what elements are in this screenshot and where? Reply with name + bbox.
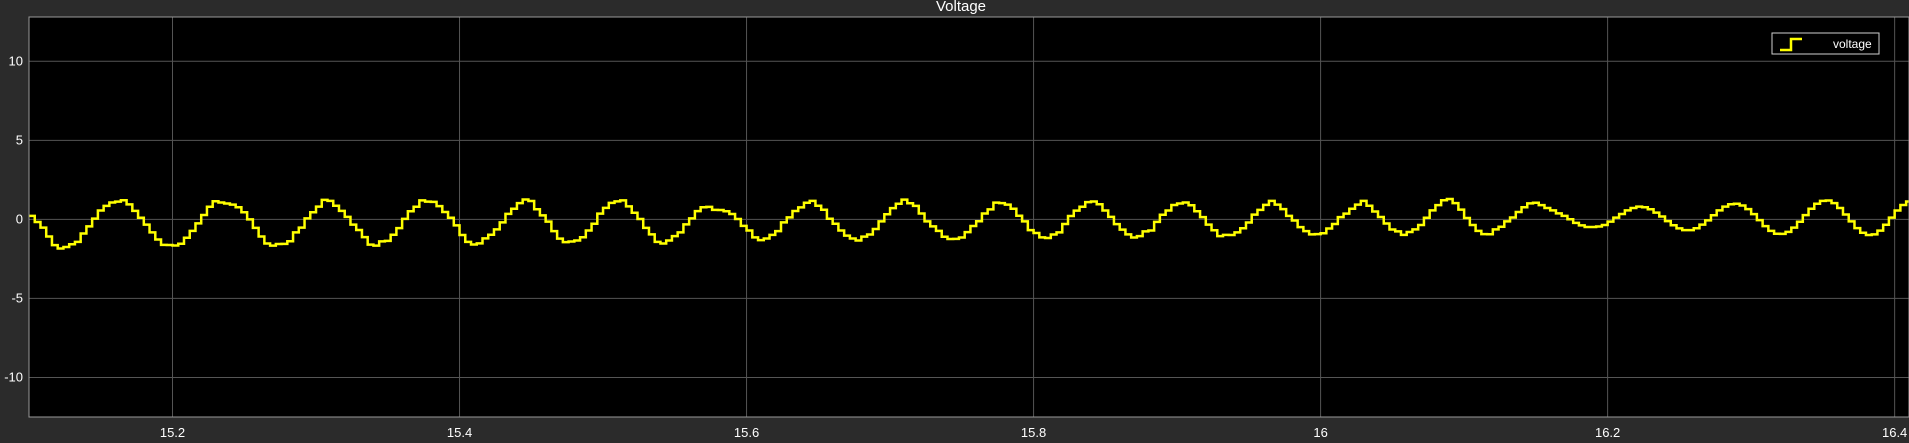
horizontal-gridlines: [29, 60, 1909, 378]
x-tick-label: 16.4: [1882, 425, 1907, 440]
chart-title: Voltage: [936, 0, 986, 15]
x-tick-label: 15.2: [160, 425, 185, 440]
x-tick-label: 15.4: [447, 425, 472, 440]
x-tick-label: 15.8: [1021, 425, 1046, 440]
y-tick-label: 10: [9, 53, 23, 68]
x-tick-label: 16: [1313, 425, 1327, 440]
legend-label: voltage: [1833, 37, 1872, 51]
y-tick-labels: 10 5 0 -5 -10: [4, 53, 23, 384]
voltage-series-line: [29, 197, 1909, 250]
series-layer: [29, 197, 1909, 250]
y-tick-label: -5: [11, 290, 23, 305]
plot-border: [28, 16, 1909, 418]
legend-step-icon: [1780, 37, 1802, 52]
plot-area: [29, 17, 1909, 417]
x-tick-label: 15.6: [734, 425, 759, 440]
x-tick-labels: 15.2 15.4 15.6 15.8 16 16.2 16.4: [160, 425, 1907, 440]
x-tick-label: 16.2: [1595, 425, 1620, 440]
y-tick-label: 0: [16, 211, 23, 226]
y-tick-label: -10: [4, 369, 23, 384]
legend[interactable]: voltage: [1771, 32, 1880, 55]
y-tick-label: 5: [16, 132, 23, 147]
